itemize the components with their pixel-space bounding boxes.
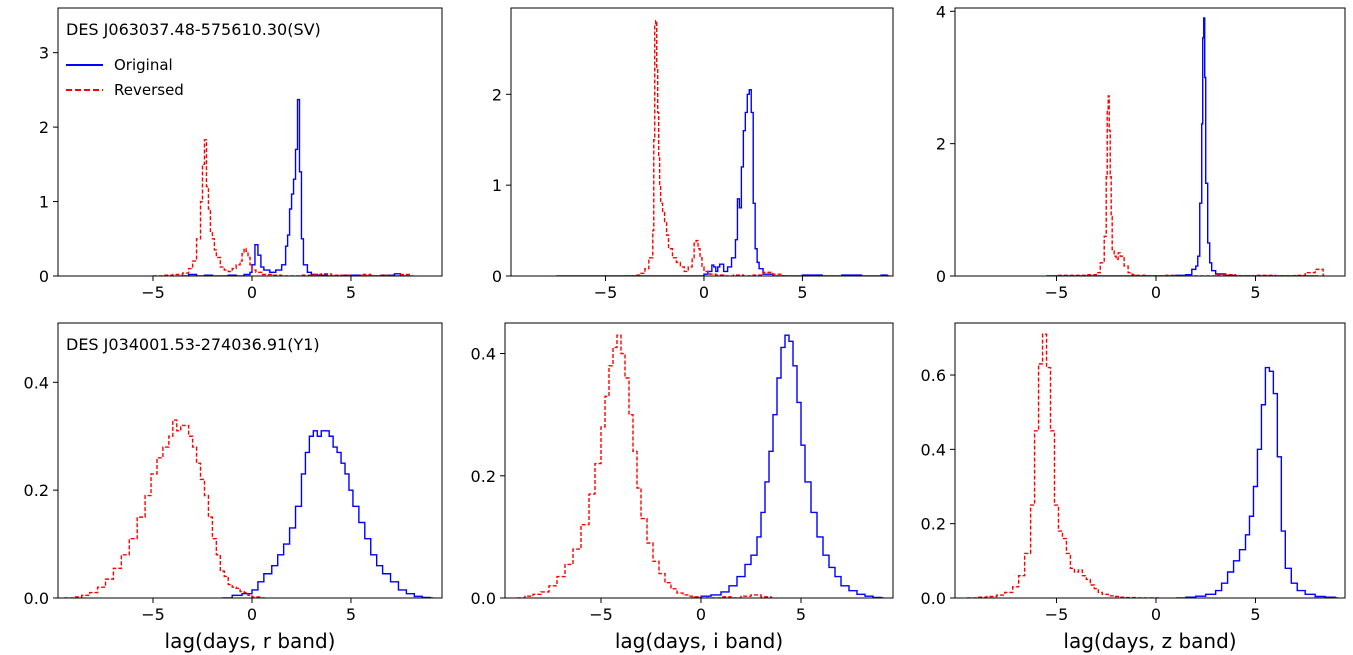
x-tick-label: 0	[247, 283, 257, 302]
subplot-top-right: −5 0 5 0 2 4	[936, 2, 1346, 302]
x-tick-label: −5	[594, 283, 618, 302]
x-tick-label: 5	[1250, 605, 1260, 624]
y-tick-label: 3	[39, 44, 49, 63]
axes-frame	[57, 322, 443, 599]
axes-frame	[954, 7, 1346, 277]
series-reversed-line	[625, 20, 786, 276]
series-original-line	[222, 430, 434, 598]
x-tick-label: −5	[1045, 283, 1069, 302]
x-tick-label: 0	[247, 605, 257, 624]
y-tick-label: 0.2	[471, 467, 496, 486]
series-reversed-line	[1046, 95, 1327, 276]
legend-label-original: Original	[114, 56, 173, 74]
series-reversed-line	[966, 333, 1159, 598]
x-axis-label: lag(days, z band)	[1063, 629, 1236, 653]
subplot-bottom-left: −5 0 5 0.0 0.2 0.4 lag(days, r band) DES J03400…	[24, 322, 443, 653]
x-tick-label: 0	[699, 283, 709, 302]
y-tick-label: 2	[39, 118, 49, 137]
y-tick-label: 0.4	[471, 345, 496, 364]
y-tick-label: 0.4	[24, 373, 49, 392]
x-tick-label: 5	[797, 283, 807, 302]
subplot-top-middle: −5 0 5 0 1 2	[492, 7, 894, 302]
series-original-line	[556, 89, 891, 276]
y-tick-label: 0.6	[921, 366, 946, 385]
subplot-bottom-right: −5 0 5 0.0 0.2 0.4 0.6 lag(days, z band)	[921, 322, 1346, 653]
x-tick-label: 5	[346, 605, 356, 624]
legend-label-reversed: Reversed	[114, 81, 184, 99]
series-reversed-line	[517, 334, 774, 598]
x-tick-label: 5	[346, 283, 356, 302]
subplot-top-left: −5 0 5 0 1 2 3 DES J063037.48-575610.30(SV) Orig…	[39, 7, 443, 302]
y-tick-label: 4	[936, 2, 946, 21]
axes-frame	[504, 322, 894, 599]
x-tick-label: −5	[589, 605, 613, 624]
x-tick-label: −5	[141, 605, 165, 624]
legend: Original Reversed	[66, 56, 184, 99]
y-tick-label: 1	[492, 176, 502, 195]
y-tick-label: 0	[39, 267, 49, 286]
x-axis-label: lag(days, i band)	[615, 629, 783, 653]
series-original-line	[1046, 17, 1319, 276]
series-reversed-line	[153, 139, 414, 276]
object-annotation: DES J034001.53-274036.91(Y1)	[66, 335, 320, 354]
y-tick-label: 0	[936, 267, 946, 286]
x-tick-label: −5	[141, 283, 165, 302]
series-original-line	[691, 334, 884, 598]
x-tick-label: −5	[1045, 605, 1069, 624]
y-tick-label: 0.0	[921, 589, 946, 608]
x-tick-label: 5	[796, 605, 806, 624]
y-tick-label: 0.2	[24, 481, 49, 500]
axes-frame	[57, 7, 443, 277]
y-tick-label: 2	[936, 135, 946, 154]
y-tick-label: 0.0	[471, 589, 496, 608]
series-reversed-line	[63, 419, 265, 598]
x-tick-label: 5	[1250, 283, 1260, 302]
object-annotation: DES J063037.48-575610.30(SV)	[66, 20, 321, 39]
y-tick-label: 2	[492, 85, 502, 104]
y-tick-label: 0.4	[921, 440, 946, 459]
series-original-line	[1175, 366, 1339, 598]
x-tick-label: 0	[1151, 283, 1161, 302]
x-tick-label: 0	[696, 605, 706, 624]
y-tick-label: 0.2	[921, 515, 946, 534]
y-tick-label: 0	[492, 267, 502, 286]
x-tick-label: 0	[1151, 605, 1161, 624]
axes-frame	[954, 322, 1346, 599]
subplot-bottom-middle: −5 0 5 0.0 0.2 0.4 lag(days, i band)	[471, 322, 894, 653]
x-axis-label: lag(days, r band)	[165, 629, 336, 653]
y-tick-label: 0.0	[24, 589, 49, 608]
axes-frame	[510, 7, 894, 277]
y-tick-label: 1	[39, 193, 49, 212]
